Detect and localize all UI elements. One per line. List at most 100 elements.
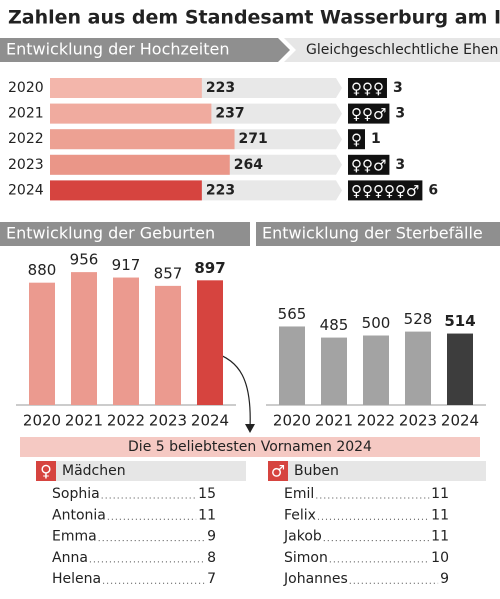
bar [363,335,389,405]
value-label: 500 [362,314,391,332]
section-title: Entwicklung der Geburten [6,224,215,243]
section-title: Entwicklung der Sterbefälle [262,224,483,243]
x-tick-label: 2023 [149,412,187,430]
value-label: 880 [28,261,57,279]
value-label: 3 [395,157,405,173]
bar [50,180,202,201]
symbol-box [348,78,387,98]
value-label: 917 [112,256,141,274]
count: 8 [207,550,216,566]
name: Jakob [283,529,322,545]
group-label: Buben [294,463,339,479]
count: 7 [207,571,216,587]
x-tick-label: 2021 [315,412,353,430]
section-title: Entwicklung der Hochzeiten [6,40,229,59]
value-label: 565 [278,305,307,323]
x-tick-label: 2020 [23,412,61,430]
bar [113,277,139,405]
value-label: 6 [428,182,438,198]
symbol-box [268,461,288,481]
header-bar [0,38,290,62]
count: 10 [431,550,449,566]
name: Anna [52,550,88,566]
name: Sophia [52,486,100,502]
value-label: 485 [320,316,349,334]
bar [50,78,202,98]
symbol-box [348,180,423,201]
name: Emma [52,529,97,545]
value-label: 1 [371,131,381,147]
x-tick-label: 2024 [191,412,229,430]
group-label: Mädchen [62,463,126,479]
name: Simon [284,550,328,566]
count: 9 [207,529,216,545]
bar [155,285,181,405]
bar [447,333,473,405]
header-bar [284,38,500,62]
y-tick-label: 2022 [8,131,44,147]
count: 11 [198,507,216,523]
y-tick-label: 2023 [8,157,44,173]
bar [405,331,431,405]
value-label: 271 [239,131,268,147]
count: 11 [431,507,449,523]
gender-symbol: ♂ [271,462,285,481]
x-tick-label: 2024 [441,412,479,430]
symbol-box [348,129,365,150]
symbols: ♀♀♀ [351,80,384,98]
bar [321,337,347,405]
value-label: 897 [194,259,225,277]
symbol-box [36,461,56,481]
names-title: Die 5 beliebtesten Vornamen 2024 [128,439,372,455]
symbols: ♀ [351,131,362,149]
y-tick-label: 2024 [8,182,44,198]
header-bar [0,222,250,246]
group-header [56,461,246,481]
name: Johannes [283,571,348,587]
bar [279,326,305,405]
x-tick-label: 2023 [399,412,437,430]
value-label: 857 [154,264,183,282]
name: Emil [284,486,314,502]
value-label: 237 [215,106,244,122]
symbols: ♀♀♀♀♀♂ [351,182,419,200]
page-title: Zahlen aus dem Standesamt Wasserburg am … [8,7,500,29]
value-label: 956 [70,251,99,269]
symbols: ♀♀♂ [351,156,386,174]
y-tick-label: 2021 [8,106,44,122]
bar [197,280,223,405]
arrow-head [245,424,255,433]
header-bar [256,222,500,246]
count: 11 [431,529,449,545]
x-tick-label: 2022 [107,412,145,430]
bar [71,272,97,405]
x-tick-label: 2021 [65,412,103,430]
x-tick-label: 2022 [357,412,395,430]
value-label: 3 [395,106,405,122]
count: 9 [440,571,449,587]
bar [50,129,235,150]
value-label: 223 [206,182,235,198]
value-label: 264 [234,157,263,173]
value-label: 3 [393,80,403,96]
y-tick-label: 2020 [8,80,44,96]
value-label: 514 [444,312,475,330]
group-header [288,461,486,481]
count: 15 [198,486,216,502]
name: Helena [52,571,101,587]
names-banner [20,437,480,457]
bar [50,103,212,124]
symbol-box [348,154,390,175]
name: Antonia [52,507,106,523]
name: Felix [284,507,316,523]
section-title: Gleichgeschlechtliche Ehen [306,42,498,58]
x-tick-label: 2020 [273,412,311,430]
value-label: 528 [404,310,433,328]
gender-symbol: ♀ [40,462,52,481]
count: 11 [431,486,449,502]
symbols: ♀♀♂ [351,105,386,123]
symbol-box [348,103,390,124]
bar [29,282,55,405]
value-label: 223 [206,80,235,96]
